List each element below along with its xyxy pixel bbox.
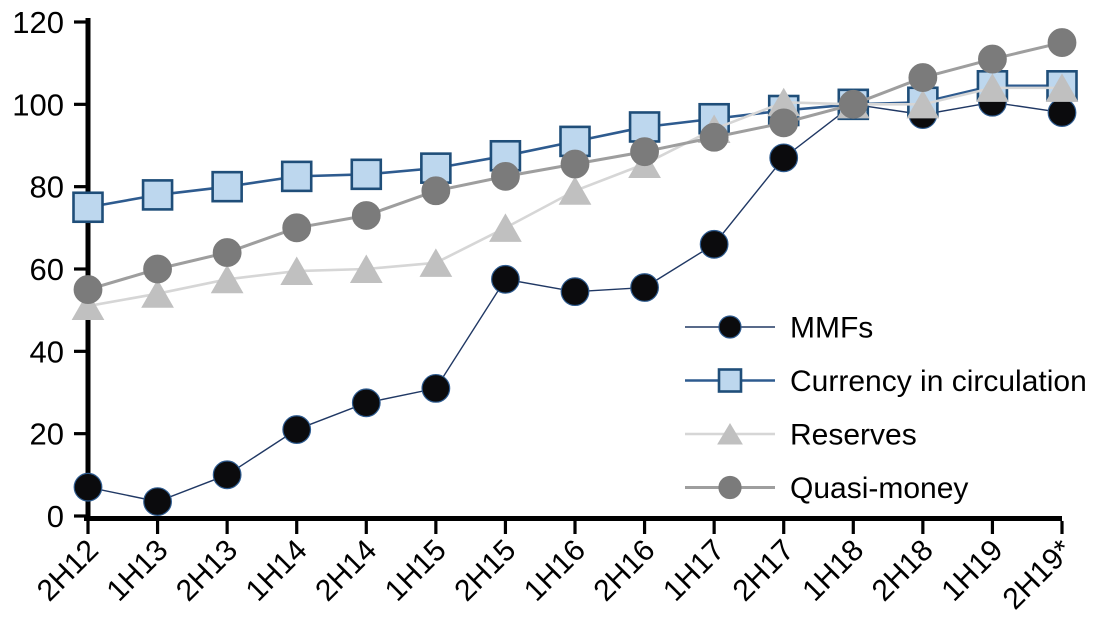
legend-label: Currency in circulation — [790, 365, 1087, 398]
x-axis-tick-label: 1H14 — [240, 534, 314, 608]
y-axis-tick-label: 120 — [12, 5, 64, 40]
x-axis-tick-label: 2H14 — [309, 534, 383, 608]
series-marker — [718, 315, 742, 339]
series-marker — [71, 291, 105, 321]
y-axis-tick-label: 80 — [30, 170, 64, 205]
series-marker — [630, 273, 659, 302]
series-marker — [906, 89, 940, 119]
series-marker — [419, 248, 453, 277]
x-axis-tick-label: 1H19 — [935, 534, 1009, 608]
series-marker — [282, 213, 312, 243]
series-marker — [717, 368, 743, 393]
series-marker — [212, 460, 242, 490]
series-marker — [699, 229, 729, 259]
series-marker — [280, 160, 313, 193]
series-marker — [718, 475, 742, 500]
series-marker — [421, 176, 451, 206]
series-marker — [630, 137, 659, 167]
series-marker — [141, 279, 174, 308]
series-marker — [560, 277, 590, 307]
series-marker — [72, 191, 104, 224]
x-axis-tick-label: 2H12 — [31, 534, 105, 608]
series-marker — [699, 122, 729, 152]
series-marker — [212, 238, 242, 267]
x-axis-tick-label: 1H16 — [518, 534, 592, 608]
series-marker — [976, 73, 1009, 102]
series-marker — [1045, 73, 1079, 102]
x-axis-tick-label: 1H13 — [100, 534, 174, 608]
x-axis-tick-label: 2H16 — [587, 534, 661, 608]
series-marker — [282, 415, 312, 444]
series-marker — [210, 264, 244, 294]
series-marker — [491, 161, 520, 191]
legend-label: Quasi-money — [790, 472, 968, 505]
series-marker — [143, 487, 172, 516]
x-axis-tick-label: 1H17 — [657, 534, 731, 608]
y-axis-tick-label: 20 — [30, 417, 64, 452]
legend-label: MMFs — [790, 312, 873, 345]
x-axis-tick-label: 2H18 — [866, 534, 940, 608]
series-marker — [73, 275, 103, 304]
series-marker — [350, 158, 383, 191]
series-marker — [489, 213, 522, 242]
y-axis-tick-label: 60 — [30, 252, 64, 287]
series-marker — [978, 44, 1007, 74]
series-marker — [717, 423, 743, 445]
series-marker — [349, 254, 383, 283]
series-marker — [351, 201, 381, 230]
series-marker — [769, 143, 799, 173]
x-axis-tick-label: 2H19* — [997, 533, 1080, 616]
series-marker — [558, 176, 592, 205]
series-marker — [628, 111, 661, 143]
y-axis-tick-label: 0 — [47, 499, 64, 534]
series-marker — [491, 264, 520, 294]
series-marker — [141, 179, 174, 211]
series-marker — [908, 63, 938, 92]
series-marker — [211, 170, 243, 203]
y-axis-tick-label: 100 — [12, 87, 64, 122]
series-marker — [73, 472, 103, 502]
x-axis-tick-label: 1H15 — [379, 534, 453, 608]
series-marker — [421, 373, 451, 403]
series-marker — [1047, 28, 1077, 57]
series-marker — [143, 254, 172, 284]
y-axis-tick-label: 40 — [30, 334, 64, 369]
legend-label: Reserves — [790, 419, 917, 452]
series-marker — [838, 89, 868, 119]
x-axis-tick-label: 1H18 — [796, 534, 870, 608]
series-marker — [560, 149, 590, 179]
x-axis-tick-label: 2H13 — [170, 534, 244, 608]
x-axis-tick-label: 2H15 — [448, 534, 522, 608]
series-marker — [351, 388, 381, 418]
x-axis-tick-label: 2H17 — [727, 534, 801, 608]
series-marker — [280, 256, 314, 286]
series-marker — [769, 108, 799, 138]
series-marker — [1047, 98, 1077, 127]
